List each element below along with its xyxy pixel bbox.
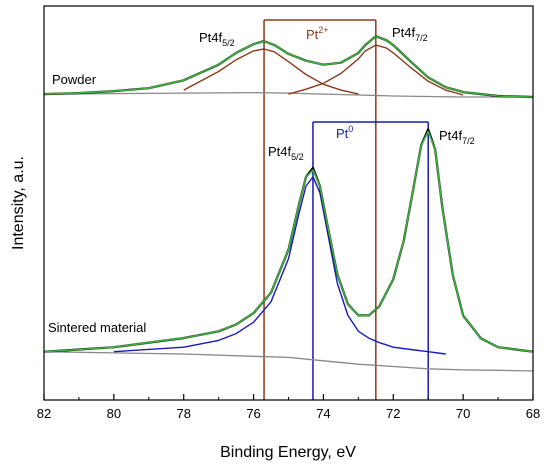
y-axis-title: Intensity, a.u. xyxy=(10,156,27,250)
x-tick-label-72: 72 xyxy=(386,406,400,421)
powder-label: Powder xyxy=(52,72,97,87)
pt2-label: Pt2+ xyxy=(306,25,329,42)
sintered-background-line xyxy=(43,351,534,372)
x-tick-label-78: 78 xyxy=(176,406,190,421)
x-tick-label-74: 74 xyxy=(316,406,330,421)
x-tick-label-82: 82 xyxy=(37,406,51,421)
sintered-fit-envelope-line xyxy=(43,130,534,353)
powder-pt4f52-label: Pt4f5/2 xyxy=(199,30,235,48)
x-axis-ticks xyxy=(43,394,534,400)
x-axis-title: Binding Energy, eV xyxy=(220,444,356,461)
series-layer xyxy=(43,35,534,372)
sintered-label: Sintered material xyxy=(48,320,146,335)
powder-component-pt2-4f7-2-line xyxy=(288,44,464,96)
x-tick-label-68: 68 xyxy=(526,406,540,421)
powder-fit-envelope-line xyxy=(43,35,534,98)
x-axis-tick-labels: 82 80 78 76 74 72 70 68 xyxy=(37,406,540,421)
sintered-component-pt0-4f5-2-line xyxy=(113,176,446,355)
x-tick-label-80: 80 xyxy=(107,406,121,421)
x-tick-label-70: 70 xyxy=(456,406,470,421)
x-tick-label-76: 76 xyxy=(246,406,260,421)
sintered-pt4f72-label: Pt4f7/2 xyxy=(439,128,475,146)
pt0-label: Pt0 xyxy=(336,124,353,141)
powder-pt4f72-label: Pt4f7/2 xyxy=(392,25,428,43)
powder-component-pt2-4f5-2-line xyxy=(183,48,359,95)
powder-background-line xyxy=(43,91,533,98)
sintered-pt4f52-label: Pt4f5/2 xyxy=(268,144,304,162)
